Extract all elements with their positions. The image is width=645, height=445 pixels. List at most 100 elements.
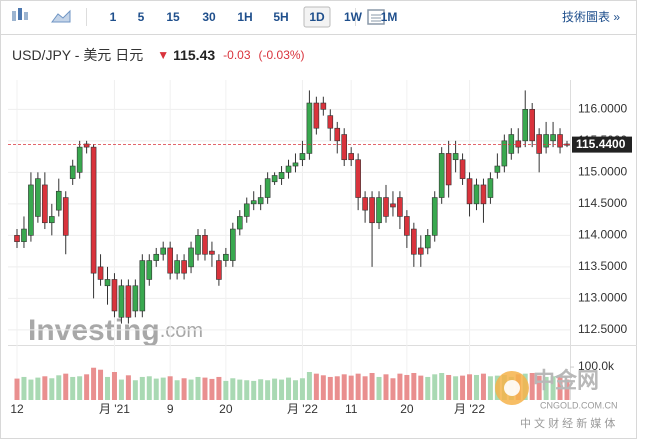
- candle-body: [230, 228, 236, 261]
- volume-bar: [543, 376, 549, 400]
- candle-body: [55, 190, 62, 211]
- volume-bar: [181, 378, 187, 400]
- y-tick-label: 114.5000: [578, 196, 627, 210]
- last-price-box: [572, 136, 632, 153]
- candle-icon[interactable]: [12, 8, 28, 21]
- table-icon[interactable]: [367, 9, 385, 25]
- candle-body: [515, 140, 522, 148]
- timeframe-button[interactable]: 1M: [381, 10, 398, 24]
- candle-body: [487, 178, 494, 198]
- volume-bar: [195, 376, 201, 400]
- header: USD/JPY - 美元 日元 ▼ 115.43 -0.03 (-0.03%): [12, 47, 305, 63]
- timeframe-button[interactable]: 1W: [344, 10, 363, 24]
- timeframe-button[interactable]: 5: [138, 10, 145, 24]
- volume-bar: [118, 379, 124, 400]
- candle-body: [494, 165, 501, 173]
- volume-bar: [306, 372, 312, 400]
- candle-body: [306, 102, 313, 154]
- frame: [0, 0, 637, 439]
- volume-bar: [453, 376, 459, 400]
- volume-bar: [292, 380, 298, 400]
- volume-bar: [327, 376, 333, 400]
- volume-bar: [272, 378, 278, 400]
- candle-body: [431, 197, 438, 236]
- candle-body: [501, 140, 508, 167]
- volume-bar: [251, 380, 257, 400]
- volume-bar: [299, 378, 305, 400]
- timeframe-button[interactable]: 1: [110, 10, 117, 24]
- x-tick-label: 11: [345, 402, 358, 416]
- volume-bar: [153, 378, 159, 400]
- volume-bar: [348, 375, 354, 400]
- watermark-brand: Investing: [28, 314, 160, 347]
- candle-body: [543, 134, 549, 148]
- candle-body: [139, 260, 146, 312]
- volume-bar: [35, 377, 41, 400]
- timeframe-button[interactable]: 5H: [273, 10, 288, 24]
- volume-bar: [446, 374, 452, 400]
- candle-body: [62, 197, 69, 236]
- volume-bar: [14, 378, 20, 400]
- y-tick-label: 113.0000: [578, 291, 627, 305]
- timeframe-button[interactable]: 1D: [309, 10, 325, 24]
- last-price-label: 115.4400: [576, 137, 626, 151]
- volume-bar: [564, 379, 570, 400]
- volume-bar: [146, 376, 152, 400]
- timeframe-button[interactable]: 1H: [237, 10, 252, 24]
- timeframe-button[interactable]: 30: [202, 10, 216, 24]
- volume-bar: [362, 376, 368, 400]
- candle-body: [118, 285, 125, 318]
- candle-body: [369, 197, 375, 224]
- volume-bar: [473, 374, 479, 400]
- candle-body: [202, 235, 208, 255]
- volume-bar: [84, 374, 90, 400]
- volume-bar: [334, 376, 340, 400]
- x-tick-label: 月 '22: [287, 402, 318, 416]
- volume-bar: [105, 376, 111, 400]
- price: 115.43: [173, 47, 215, 63]
- volume-bar: [320, 375, 326, 400]
- candle-body: [195, 235, 201, 255]
- volume-bar: [529, 372, 535, 400]
- candle-body: [383, 197, 389, 217]
- x-tick-label: 9: [167, 402, 174, 416]
- timeframe-button[interactable]: 15: [166, 10, 180, 24]
- candle-body: [278, 172, 285, 179]
- volume-bar: [550, 376, 556, 400]
- candle-body: [97, 266, 104, 280]
- area-icon[interactable]: [51, 9, 71, 23]
- candle-body: [83, 143, 90, 148]
- candle-body: [35, 178, 41, 217]
- candle-body: [522, 109, 529, 142]
- candle-body: [132, 285, 139, 312]
- candle-body: [362, 197, 368, 211]
- candle-body: [355, 159, 361, 198]
- volume-bar: [383, 374, 389, 400]
- candle-body: [181, 260, 187, 274]
- candle-body: [160, 247, 167, 255]
- candle-body: [271, 175, 278, 183]
- y-tick-label: 116.0000: [578, 101, 627, 115]
- volume-bar: [209, 378, 215, 400]
- x-tick-label: 20: [400, 402, 414, 416]
- candle-body: [69, 165, 76, 179]
- candle-body: [390, 203, 396, 208]
- volume-bar: [98, 369, 104, 400]
- candle-body: [223, 253, 229, 261]
- volume-bar: [42, 376, 48, 400]
- volume-bar: [70, 376, 76, 400]
- tech-chart-link[interactable]: 技術圖表 »: [562, 10, 620, 24]
- x-tick-label: 月 '21: [99, 402, 130, 416]
- volume-bar: [223, 380, 229, 400]
- watermark-suffix: .com: [160, 320, 203, 342]
- volume-bar: [111, 372, 117, 400]
- volume-bar: [202, 377, 208, 400]
- y-tick-label: 115.0000: [578, 165, 627, 179]
- volume-bar: [244, 380, 250, 400]
- candle-body: [341, 134, 348, 161]
- volume-bar: [188, 379, 194, 400]
- candle-body: [529, 109, 535, 142]
- candle-body: [167, 247, 173, 274]
